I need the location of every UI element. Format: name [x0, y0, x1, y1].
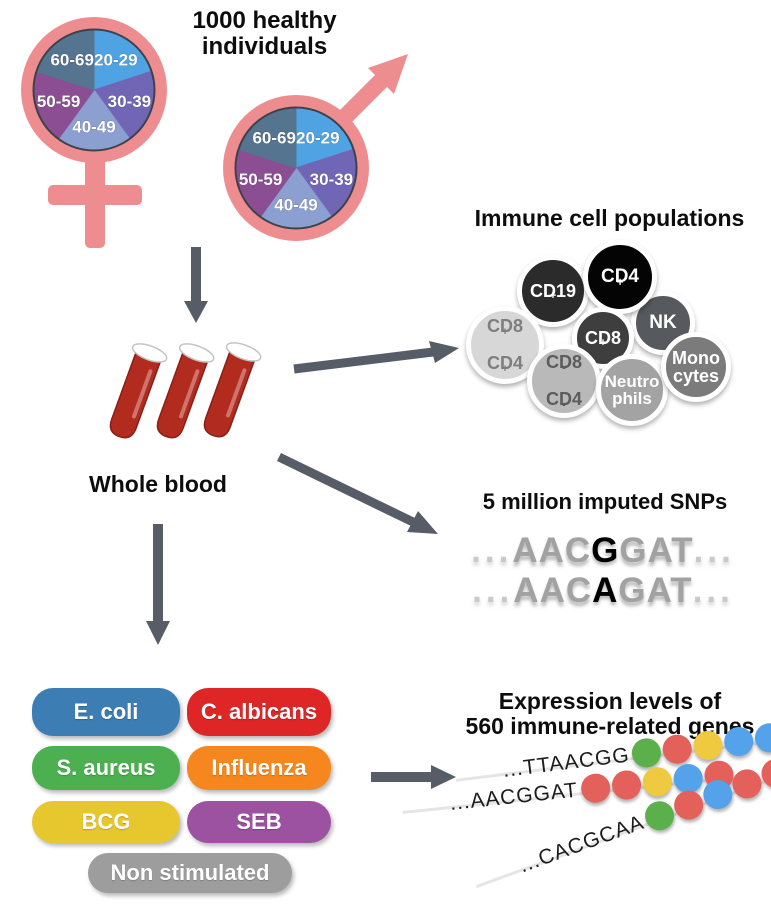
tube-shine [179, 369, 200, 419]
stimulus-pill: BCG [32, 801, 180, 843]
stimulus-pill: Non stimulated [88, 853, 292, 893]
male-ring [223, 95, 369, 241]
female-ring [21, 17, 167, 163]
age-slice-label: 40-49 [72, 118, 115, 137]
age-slice [295, 149, 356, 217]
cohort-title: 1000 healthy individuals [192, 7, 337, 60]
tube-rim [131, 343, 168, 363]
sequence-letters: AAC [512, 531, 592, 570]
age-slice [58, 89, 130, 150]
tube-body [203, 351, 256, 438]
flow-arrows [146, 247, 459, 789]
age-slice [236, 149, 297, 217]
expression-dot [692, 729, 725, 762]
age-slice [37, 30, 95, 91]
expression-title: Expression levels of 560 immune-related … [450, 689, 770, 739]
age-slice-label: 20-29 [94, 50, 137, 69]
expression-dot [630, 736, 664, 769]
arrow-individuals-to-blood [184, 247, 208, 323]
snp-sequence-row: ...AACGGAT... [428, 531, 771, 571]
tube-body [109, 352, 162, 439]
cell-population-circle: CD8 + CD4 + [466, 306, 544, 384]
age-slice [93, 30, 151, 91]
sequence-letters: GAT [619, 531, 694, 570]
age-slice [295, 108, 353, 169]
snp-variant-letter: G [591, 531, 620, 570]
age-slice-label: 20-29 [296, 128, 339, 147]
stimulus-pill: Influenza [187, 746, 331, 790]
male-pie-border [234, 106, 358, 230]
stimulus-pill: SEB [187, 801, 331, 843]
stimulus-pill: C. albicans [187, 688, 331, 736]
male-symbol-icon [223, 54, 408, 241]
cell-population-circle: Neutro phils [596, 354, 668, 426]
expression-dot [753, 721, 771, 754]
expression-dot [610, 769, 643, 801]
sequence-ellipsis: ... [693, 531, 735, 570]
blood-tube-icon [156, 343, 215, 439]
male-arrow-head [368, 54, 408, 94]
snps-title: 5 million imputed SNPs [482, 489, 728, 514]
age-slice-label: 60-69 [50, 50, 93, 69]
cell-population-circle: CD4 + [583, 240, 657, 314]
blood-tube-icon [203, 342, 262, 438]
age-slice [93, 71, 154, 139]
tube-shine [226, 368, 247, 418]
sequence-letters: AAC [513, 571, 593, 610]
immune-populations-title: Immune cell populations [474, 205, 745, 231]
blood-tubes-icon [109, 342, 262, 439]
male-arrow-shaft [334, 71, 391, 128]
arrow-blood-to-stimuli [146, 524, 170, 645]
stimulus-pill: S. aureus [32, 746, 180, 790]
female-pie-border [32, 28, 156, 152]
age-slice-label: 30-39 [310, 170, 353, 189]
female-cross-horizontal [48, 185, 142, 205]
age-distribution-pies: 20-2930-3940-4950-5960-6920-2930-3940-49… [34, 30, 356, 228]
expression-dot [723, 725, 756, 758]
arrow-stimuli-to-expression [371, 765, 456, 789]
cell-population-circle: Mono cytes [661, 332, 731, 402]
arrow-blood-to-snps [277, 452, 438, 534]
female-symbol-icon [21, 17, 167, 248]
tube-body [156, 352, 209, 439]
age-slice [239, 108, 297, 169]
sequence-ellipsis: ... [692, 571, 734, 610]
age-slice [260, 167, 332, 228]
age-slice-label: 40-49 [274, 196, 317, 215]
age-slice-label: 50-59 [239, 170, 282, 189]
age-slice-label: 60-69 [252, 128, 295, 147]
stimulus-pill: E. coli [32, 688, 180, 736]
sequence-ellipsis: ... [471, 531, 513, 570]
sequence-letters: GAT [618, 571, 693, 610]
age-slice-label: 30-39 [108, 92, 151, 111]
age-slice [34, 71, 95, 139]
expression-dot [579, 772, 612, 805]
snp-sequence-row: ...AACAGAT... [428, 571, 771, 611]
expression-dot [661, 732, 694, 766]
expression-dot [641, 765, 673, 798]
tube-rim [225, 342, 262, 362]
sequence-ellipsis: ... [472, 571, 514, 610]
tube-rim [178, 343, 215, 363]
tube-shine [132, 369, 153, 419]
cell-population-circle: CD8- CD4- [527, 344, 601, 418]
whole-blood-label: Whole blood [89, 471, 227, 497]
snp-variant-letter: A [592, 571, 619, 610]
blood-tube-icon [109, 343, 168, 439]
arrow-blood-to-cells [293, 341, 459, 374]
age-slice-label: 50-59 [37, 92, 80, 111]
expression-title-line1: Expression levels of [498, 688, 722, 714]
